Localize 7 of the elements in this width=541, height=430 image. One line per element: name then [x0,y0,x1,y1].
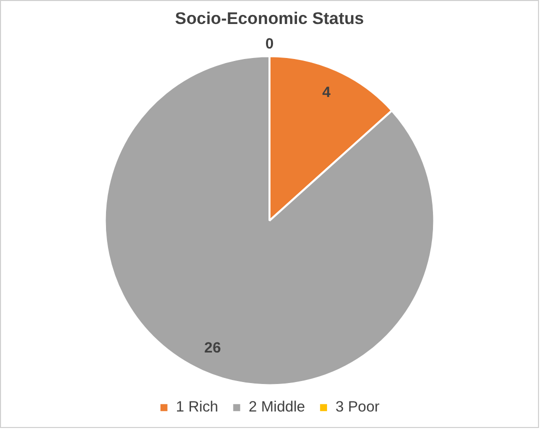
legend-label: 1 Rich [176,398,218,416]
data-label: 4 [322,84,332,102]
data-label: 26 [204,340,221,357]
legend-label: 2 Middle [248,398,306,416]
text: 0 [265,35,274,52]
chart-title: Socio-Economic Status [175,8,364,28]
legend-label: 3 Poor [336,398,380,416]
